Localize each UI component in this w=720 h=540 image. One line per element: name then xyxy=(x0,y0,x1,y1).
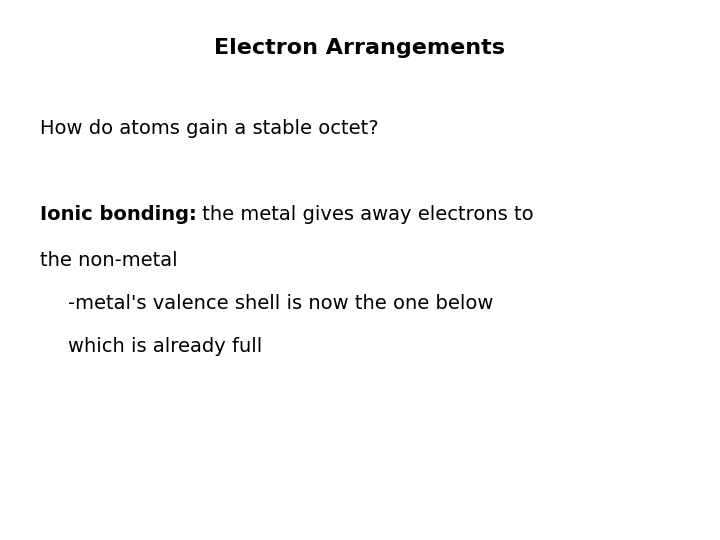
Text: How do atoms gain a stable octet?: How do atoms gain a stable octet? xyxy=(40,119,378,138)
Text: which is already full: which is already full xyxy=(68,338,263,356)
Text: -metal's valence shell is now the one below: -metal's valence shell is now the one be… xyxy=(68,294,494,313)
Text: the metal gives away electrons to: the metal gives away electrons to xyxy=(197,205,534,224)
Text: the non-metal: the non-metal xyxy=(40,251,177,270)
Text: Ionic bonding:: Ionic bonding: xyxy=(40,205,197,224)
Text: Electron Arrangements: Electron Arrangements xyxy=(215,38,505,58)
